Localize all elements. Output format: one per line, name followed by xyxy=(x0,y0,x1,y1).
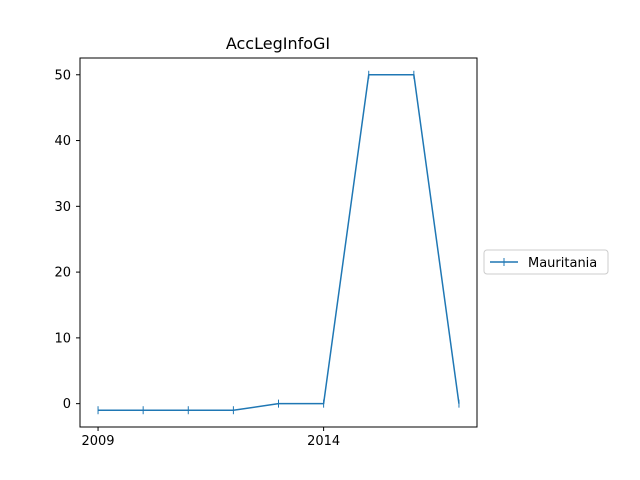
plot-area-frame xyxy=(79,57,478,428)
legend-box xyxy=(483,249,609,275)
y-tick-label: 20 xyxy=(54,266,71,281)
x-axis: 2009 2014 xyxy=(81,427,340,449)
x-tick-label: 2014 xyxy=(307,434,340,449)
y-tick-label: 10 xyxy=(54,331,71,346)
legend: Mauritania xyxy=(483,249,609,275)
y-tick-label: 30 xyxy=(54,200,71,215)
y-tick-label: 40 xyxy=(54,134,71,149)
series-layer xyxy=(97,70,460,415)
y-tick-label: 50 xyxy=(54,68,71,83)
legend-label-mauritania: Mauritania xyxy=(528,256,597,271)
chart-title: AccLegInfoGI xyxy=(226,34,330,53)
x-tick-label: 2009 xyxy=(81,434,114,449)
y-tick-label: 0 xyxy=(63,397,71,412)
y-axis: 0 10 20 30 40 50 xyxy=(54,68,80,412)
